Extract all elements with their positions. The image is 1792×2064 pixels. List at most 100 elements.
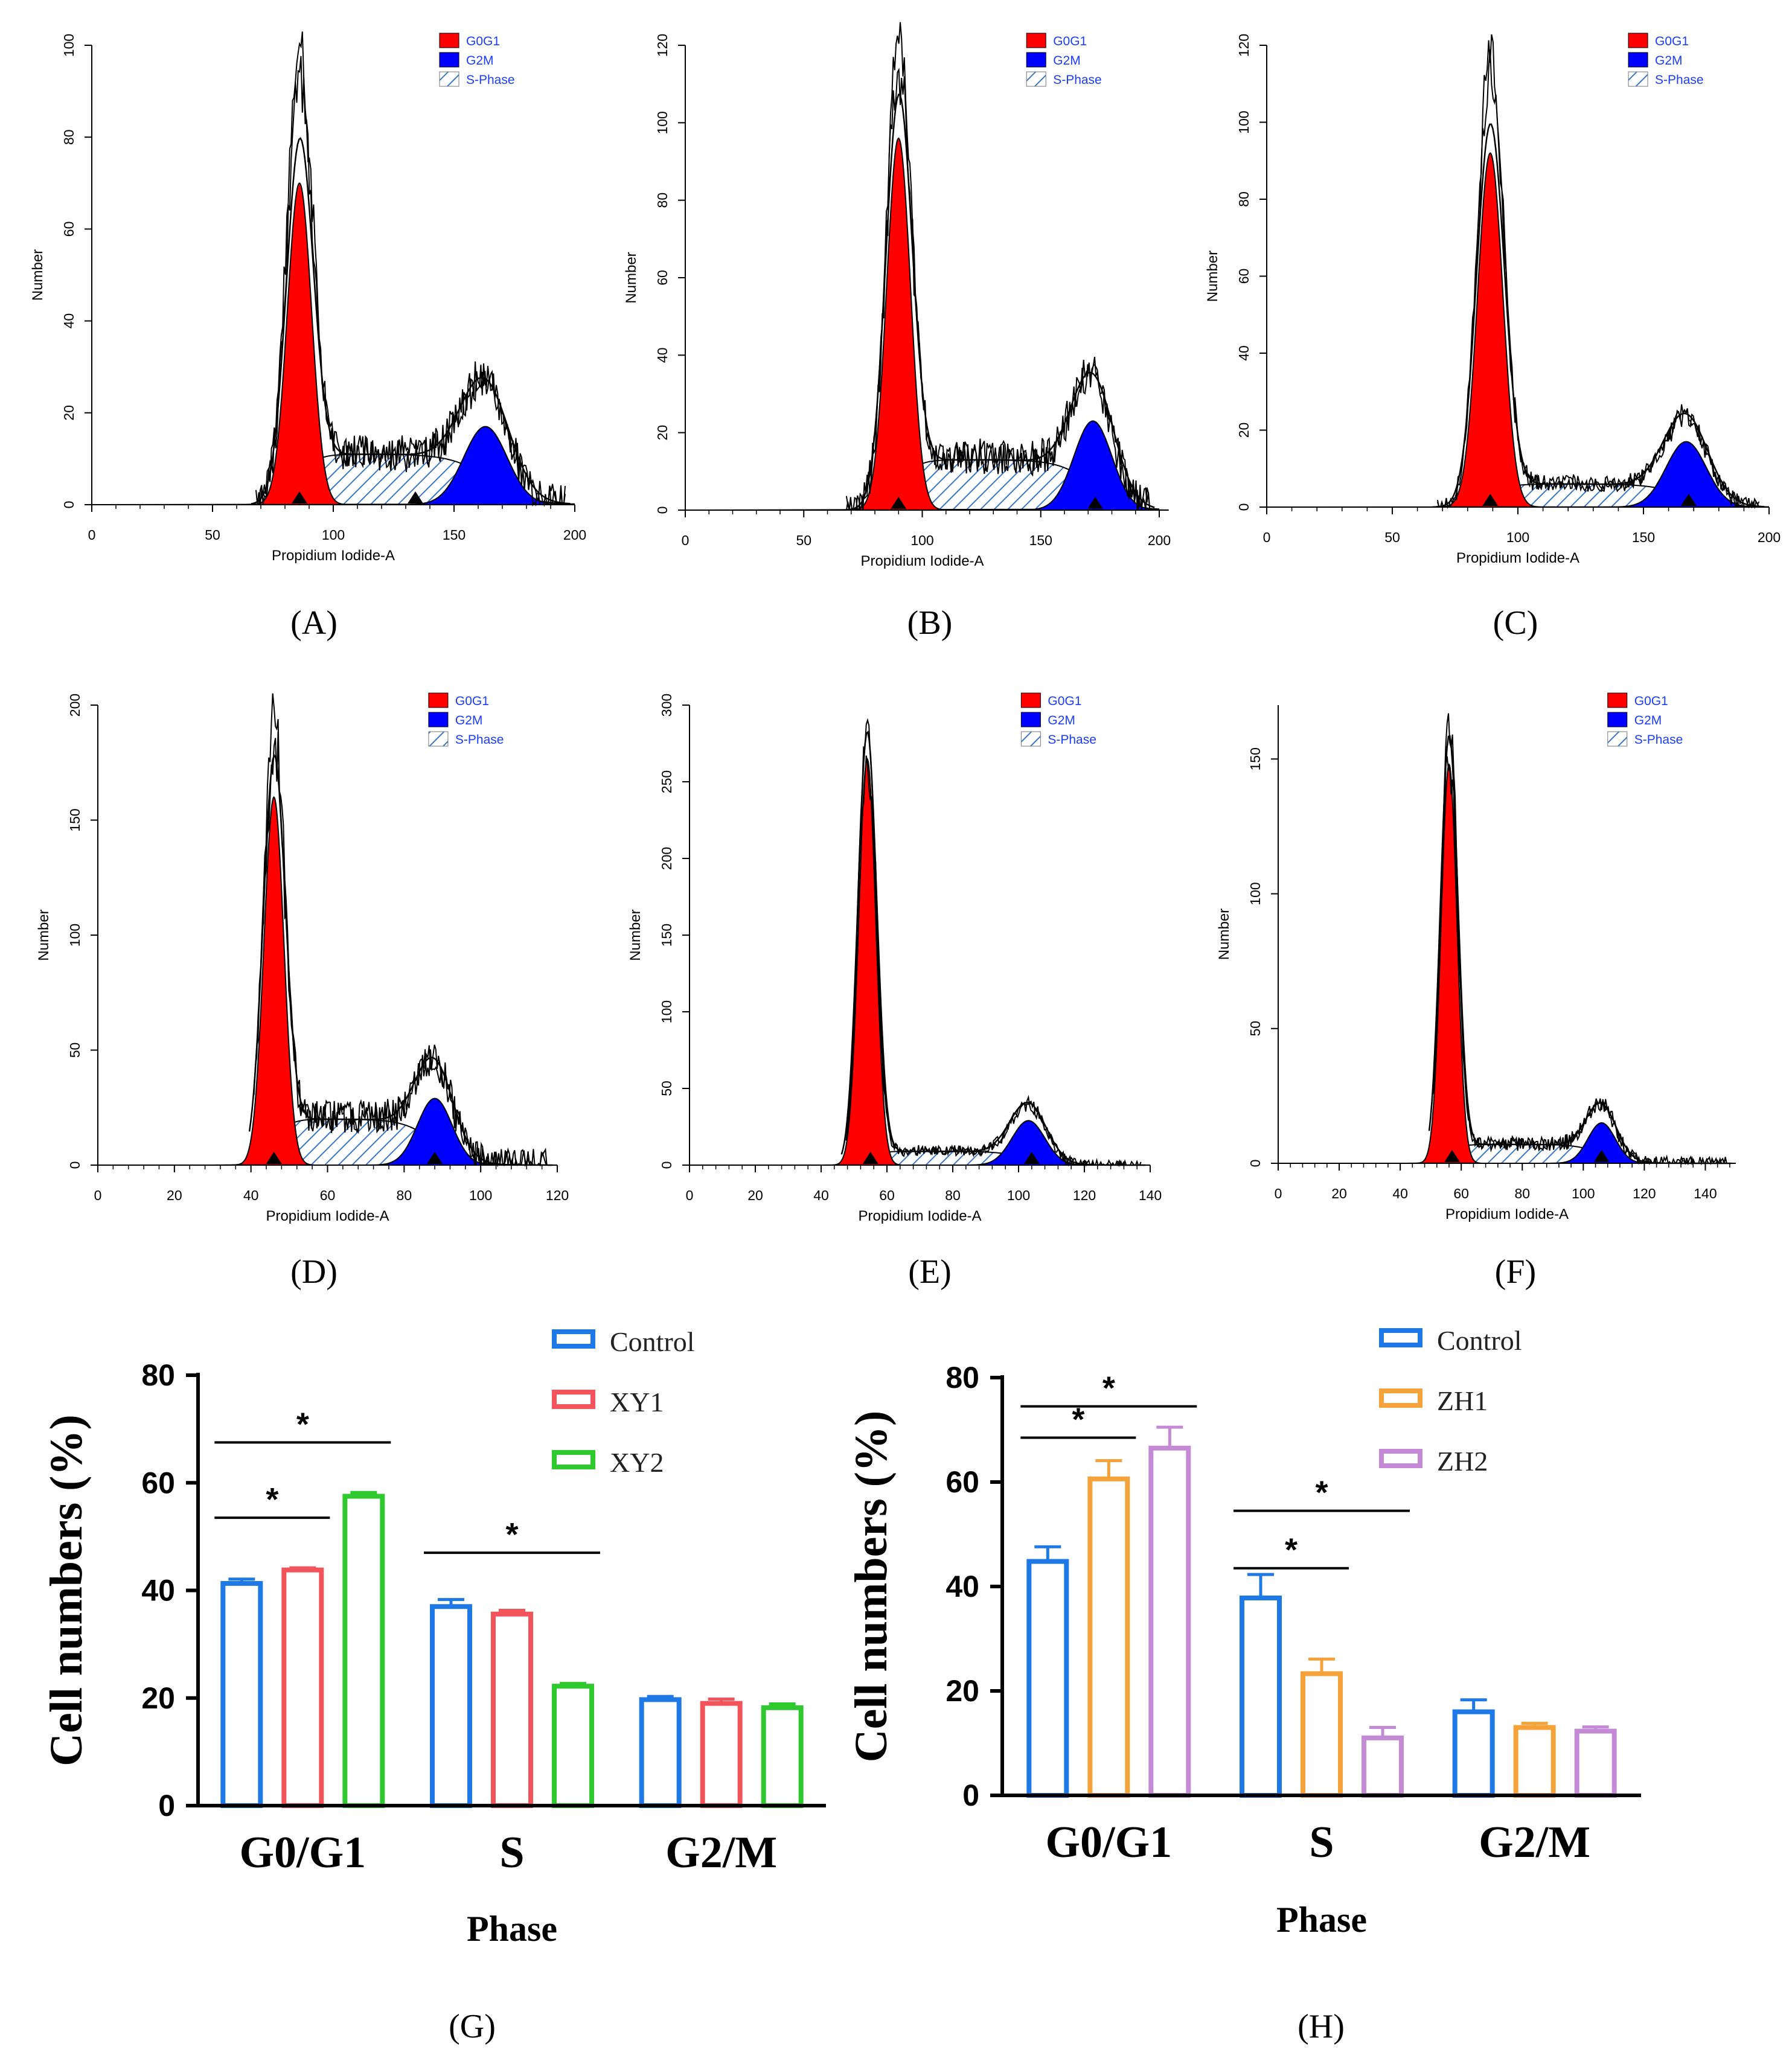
- legend-label: G2M: [1655, 54, 1683, 68]
- x-tick-label: 120: [546, 1187, 569, 1203]
- y-tick-label: 100: [654, 111, 670, 134]
- x-tick-label: 20: [747, 1187, 763, 1203]
- legend-label: G0G1: [1655, 34, 1689, 48]
- y-tick-label: 120: [654, 34, 670, 57]
- x-axis-label: Propidium Iodide-A: [272, 548, 395, 564]
- model-fit-envelope: [840, 730, 1146, 1166]
- x-tick-label: 150: [443, 527, 466, 543]
- legend-label: G2M: [1634, 714, 1662, 727]
- peak-marker-triangle: [1023, 1152, 1040, 1164]
- bar-zh1: [1513, 1725, 1556, 1798]
- y-tick-label: 60: [946, 1465, 979, 1499]
- legend-swatch-g2m: [428, 712, 449, 727]
- y-tick-label: 200: [67, 694, 83, 717]
- y-tick-label: 50: [659, 1081, 674, 1096]
- legend-label: G0G1: [1053, 34, 1087, 48]
- bar-zh2: [1148, 1445, 1191, 1798]
- histogram-panel-a: 0 50 100 150 200 0 20 40 60 80 100 Propidium Iodide…: [30, 31, 586, 642]
- y-tick-label: 50: [1247, 1021, 1263, 1037]
- y-tick-label: 100: [67, 924, 83, 947]
- raw-histogram-trace: [255, 56, 566, 507]
- legend-label: ZH1: [1437, 1385, 1488, 1416]
- model-fit-envelope: [251, 137, 571, 505]
- panel-caption: (H): [1298, 2008, 1345, 2045]
- category-label: G2/M: [665, 1828, 777, 1877]
- raw-histogram-trace: [1433, 713, 1727, 1166]
- legend-swatch-g2m: [1628, 52, 1648, 68]
- bar-control: [1452, 1709, 1495, 1798]
- legend-swatch-g2m: [1020, 712, 1041, 727]
- histogram-panel-f: 0 20 40 60 80 100 120 140 0 50 100 150 Propidium Iod…: [1216, 692, 1736, 1291]
- y-tick-label: 100: [61, 34, 77, 57]
- category-label: G0/G1: [239, 1828, 366, 1877]
- y-tick-label: 100: [659, 1000, 674, 1023]
- y-tick-label: 150: [1247, 747, 1263, 770]
- x-tick-label: 40: [1392, 1186, 1408, 1201]
- bar-xy1: [491, 1611, 533, 1809]
- y-tick-label: 0: [962, 1778, 979, 1812]
- legend-swatch-g0g1: [428, 692, 449, 708]
- peak-marker-triangle: [862, 1152, 878, 1164]
- legend-swatch-s-phase: [1628, 71, 1648, 87]
- peak-marker-triangle: [891, 497, 907, 509]
- y-axis-label: Cell numbers (%): [41, 1414, 92, 1766]
- x-axis-label: Propidium Iodide-A: [1456, 550, 1579, 566]
- category-label: G2/M: [1479, 1818, 1590, 1867]
- g0g1-peak: [234, 796, 314, 1166]
- y-tick-label: 60: [654, 270, 670, 286]
- bar-zh1: [1087, 1476, 1130, 1798]
- legend-swatch-g0g1: [1026, 33, 1046, 48]
- y-tick-label: 100: [1247, 882, 1263, 905]
- y-tick-label: 200: [659, 847, 674, 870]
- panel-caption: (F): [1495, 1253, 1536, 1291]
- x-axis-label: Propidium Iodide-A: [858, 1208, 981, 1224]
- legend-swatch-s-phase: [1026, 71, 1046, 87]
- legend-label: Control: [610, 1326, 695, 1357]
- significance-star: *: [296, 1406, 309, 1442]
- y-tick-label: 250: [659, 770, 674, 793]
- x-tick-label: 120: [1073, 1187, 1096, 1203]
- y-tick-label: 80: [1236, 191, 1252, 207]
- bar-xy1: [281, 1567, 324, 1809]
- peak-marker-triangle: [266, 1152, 282, 1164]
- y-tick-label: 80: [654, 193, 670, 208]
- g0g1-peak: [1439, 152, 1541, 508]
- y-axis-label: Number: [36, 909, 52, 960]
- bar-xy1: [700, 1701, 743, 1809]
- raw-histogram-trace: [1436, 50, 1760, 510]
- legend-swatch-s-phase: [1020, 731, 1041, 747]
- raw-histogram-trace: [253, 731, 548, 1168]
- bar-zh2: [1574, 1728, 1617, 1798]
- peak-marker-triangle: [1087, 497, 1104, 509]
- x-tick-label: 40: [813, 1187, 829, 1203]
- y-tick-label: 40: [1236, 345, 1252, 361]
- x-tick-label: 100: [322, 527, 345, 543]
- legend-label: S-Phase: [1053, 73, 1102, 87]
- x-tick-label: 50: [205, 527, 220, 543]
- peak-marker-triangle: [1482, 494, 1499, 506]
- x-tick-label: 40: [243, 1187, 259, 1203]
- bar-zh2: [1362, 1735, 1404, 1798]
- legend-label: ZH2: [1437, 1446, 1488, 1477]
- legend-swatch-g2m: [1026, 52, 1046, 68]
- x-tick-label: 200: [1758, 529, 1781, 545]
- y-tick-label: 300: [659, 694, 674, 717]
- y-tick-label: 0: [1236, 503, 1252, 511]
- category-label: S: [499, 1828, 524, 1877]
- legend-label: S-Phase: [1634, 733, 1683, 747]
- x-tick-label: 20: [167, 1187, 182, 1203]
- x-tick-label: 200: [1148, 532, 1171, 548]
- x-tick-label: 60: [1453, 1186, 1469, 1201]
- legend-label: G0G1: [1634, 694, 1668, 708]
- x-tick-label: 200: [563, 527, 586, 543]
- significance-star: *: [1072, 1401, 1084, 1437]
- legend-swatch-s-phase: [439, 71, 459, 87]
- legend-label: Control: [1437, 1325, 1522, 1356]
- y-tick-label: 150: [659, 924, 674, 947]
- y-tick-label: 0: [1247, 1160, 1263, 1168]
- x-tick-label: 0: [94, 1187, 102, 1203]
- x-axis-label: Propidium Iodide-A: [1445, 1206, 1569, 1222]
- y-tick-label: 20: [1236, 423, 1252, 438]
- histogram-panel-d: 0 20 40 60 80 100 120 0 50 100 150 200 Propidium Iod…: [36, 692, 569, 1291]
- x-tick-label: 50: [1384, 529, 1400, 545]
